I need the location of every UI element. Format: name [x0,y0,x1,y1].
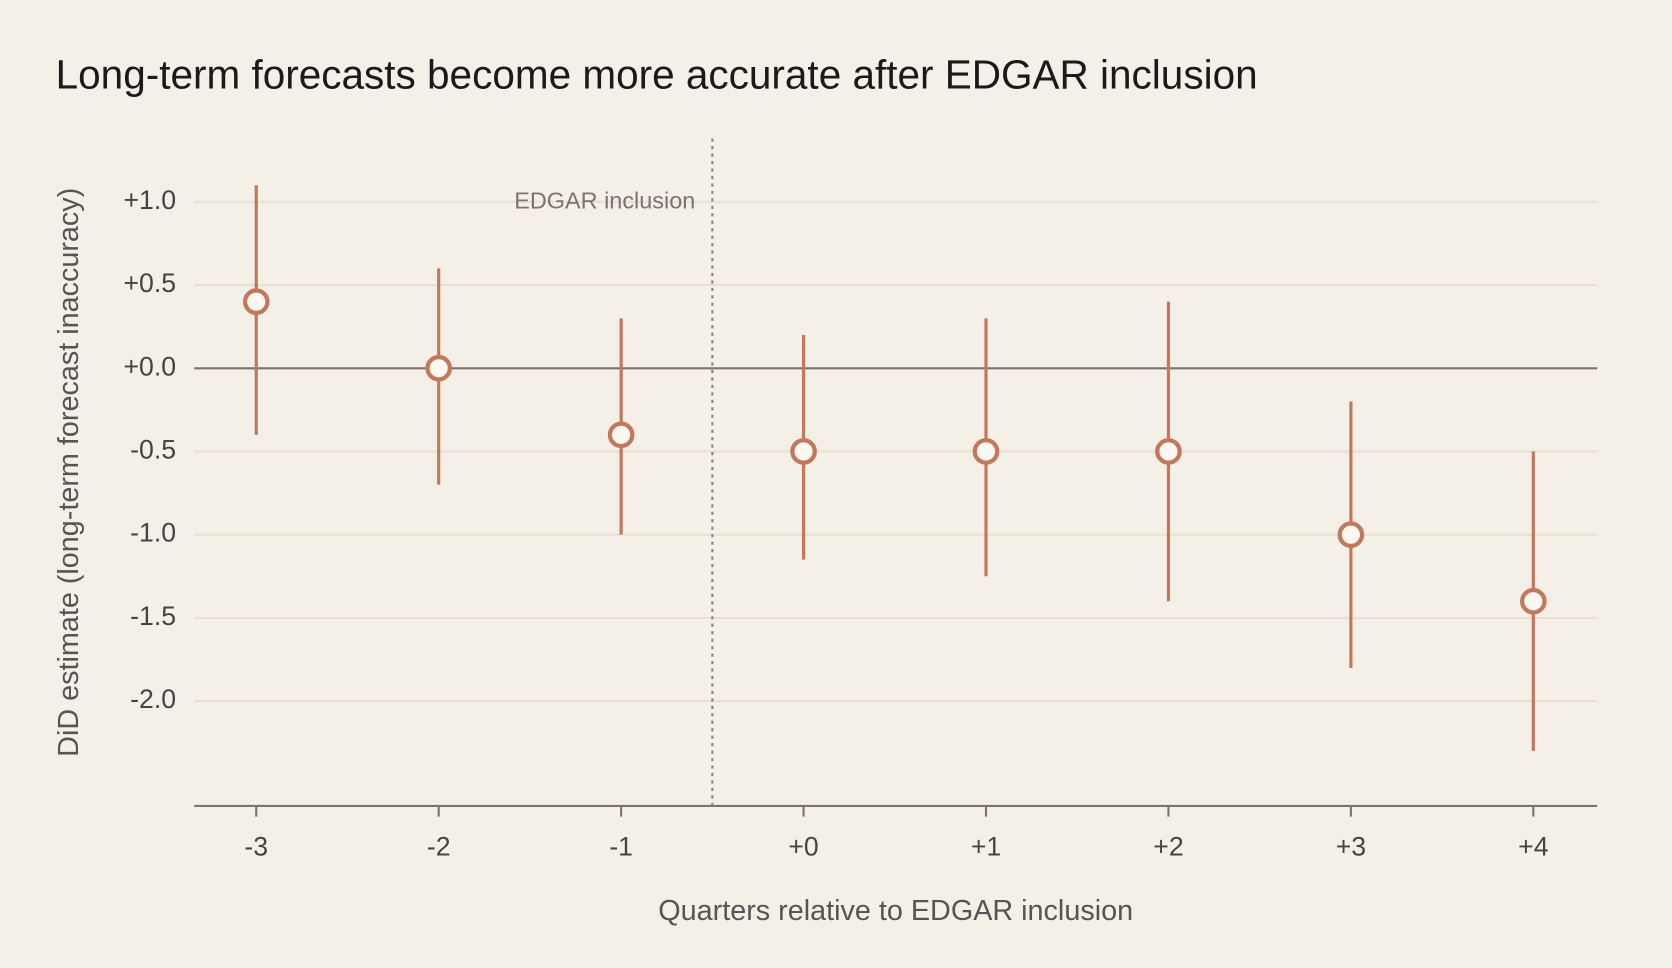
point-estimate [425,354,453,382]
x-axis-label: Quarters relative to EDGAR inclusion [658,895,1133,927]
point-estimate [1520,587,1547,615]
x-tick-label: -1 [609,832,633,862]
x-tick-label: +1 [971,832,1001,862]
chart-title: Long-term forecasts become more accurate… [56,52,1258,98]
point-estimate [1155,438,1182,465]
y-tick-label: +1.0 [124,185,177,215]
x-tick-label: +4 [1518,832,1549,862]
y-tick-label: +0.5 [124,268,177,298]
point-estimate [1337,521,1365,549]
point-estimate [242,288,270,316]
y-tick-label: -2.0 [130,684,176,714]
y-tick-label: -0.5 [130,435,176,465]
event-annotation: EDGAR inclusion [514,188,695,214]
y-axis-label: DiD estimate (long-term forecast inaccur… [53,188,85,757]
point-estimate [972,438,1000,465]
x-tick-label: +2 [1153,832,1183,862]
x-tick-label: +3 [1336,832,1366,862]
y-tick-label: -1.5 [130,601,176,631]
x-tick-label: +0 [788,832,818,862]
x-tick-label: -2 [427,832,451,862]
point-estimate [790,438,817,465]
point-estimate [607,421,635,449]
y-tick-label: +0.0 [124,351,177,381]
y-tick-label: -1.0 [130,518,176,548]
x-tick-label: -3 [244,832,268,862]
